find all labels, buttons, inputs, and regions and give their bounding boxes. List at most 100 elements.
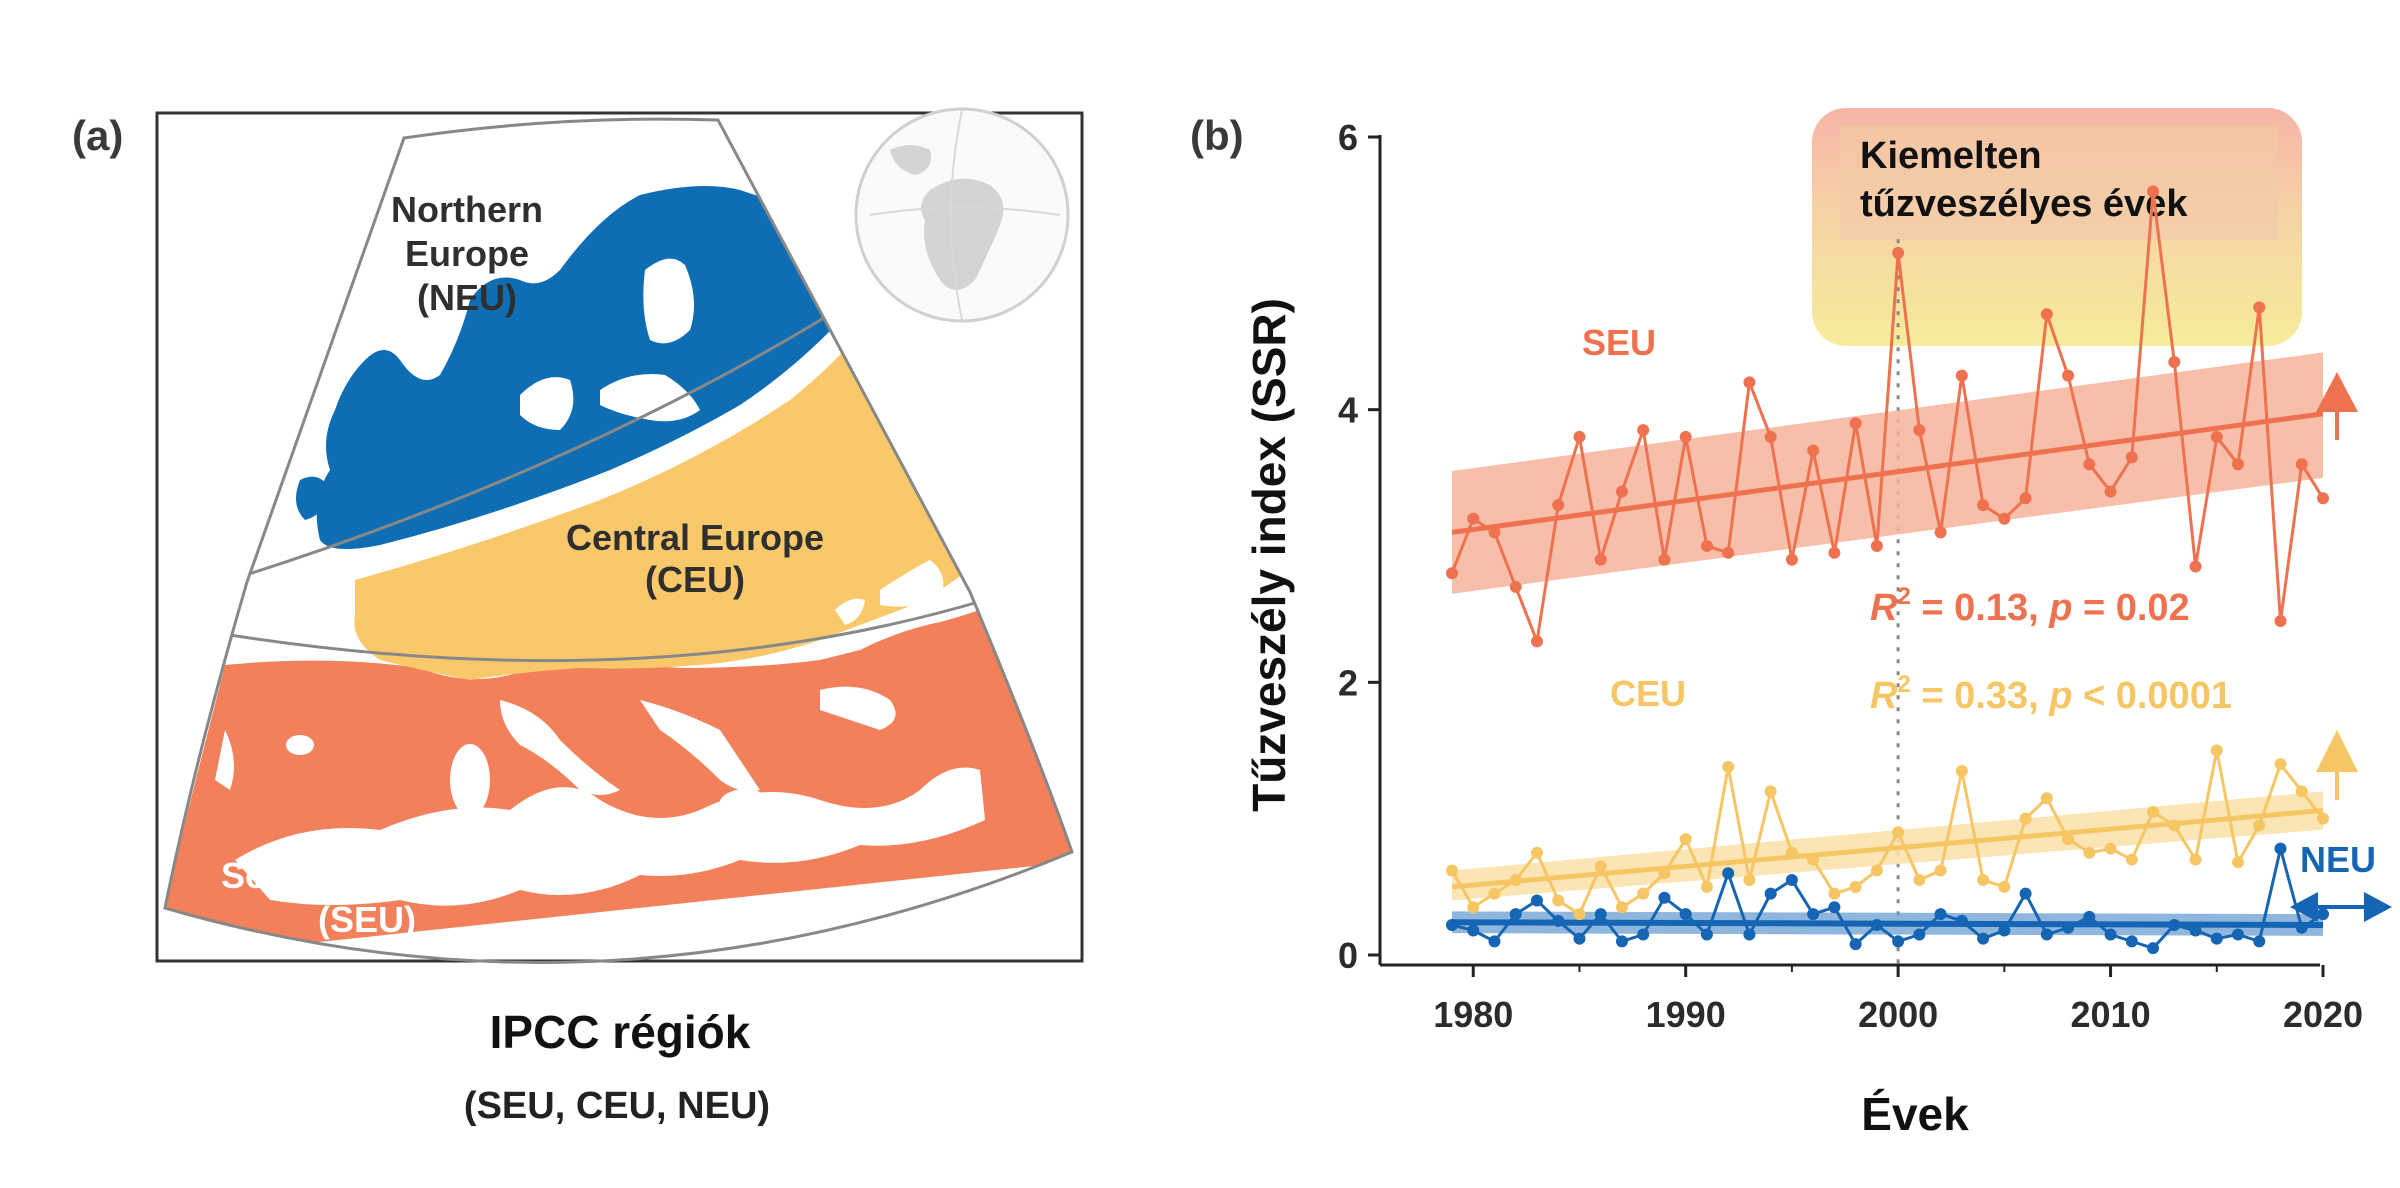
ceu-water [835, 560, 944, 625]
data-point-ceu [1892, 826, 1905, 839]
data-point-neu [1594, 908, 1607, 921]
highlight-label-background [1840, 126, 2278, 240]
data-point-neu [1977, 932, 1990, 945]
data-point-ceu [1467, 901, 1480, 914]
svg-text:Northern: Northern [391, 189, 543, 230]
data-point-seu [1934, 526, 1947, 539]
y-axis-title: Tűzveszély index (SSR) [1243, 298, 1295, 812]
trend-band-ceu [1452, 791, 2323, 901]
x-axis-title: Évek [1861, 1088, 1969, 1140]
data-point-neu [1488, 935, 1501, 948]
data-point-seu [1488, 526, 1501, 539]
data-point-seu [2317, 492, 2329, 505]
highlight-label-line2: tűzveszélyes évek [1860, 183, 2188, 225]
data-point-ceu [1913, 874, 1926, 887]
data-point-ceu [1573, 908, 1586, 921]
data-point-ceu [1446, 864, 1458, 877]
data-point-seu [2040, 308, 2053, 321]
baltic-sea [520, 258, 700, 430]
data-point-neu [1573, 932, 1586, 945]
x-tick-label: 2000 [1858, 994, 1938, 1035]
trend-line-seu [1451, 411, 2324, 535]
axis-ticks: 0 2 4 6 1980 1990 2000 2010 2020 [1338, 117, 2363, 1035]
x-tick-label: 2020 [2283, 994, 2363, 1035]
data-point-ceu [1828, 887, 1841, 900]
highlight-label-line1: Kiemelten [1860, 135, 2042, 177]
data-point-seu [1828, 546, 1841, 559]
data-point-ceu [2274, 758, 2287, 771]
data-point-ceu [1594, 860, 1607, 873]
data-point-seu [2019, 492, 2032, 505]
data-point-seu [1637, 424, 1650, 437]
data-point-neu [1785, 874, 1798, 887]
neu-ceu-boundary [229, 300, 851, 582]
data-point-ceu [1998, 880, 2011, 893]
data-point-neu [1552, 914, 1565, 927]
data-point-neu [1467, 924, 1480, 937]
data-point-ceu [1785, 846, 1798, 859]
data-point-neu [2168, 919, 2181, 932]
data-point-seu [1467, 512, 1480, 525]
data-point-neu [1722, 867, 1735, 880]
data-point-seu [2253, 301, 2266, 314]
data-point-ceu [1934, 864, 1947, 877]
data-point-ceu [2253, 819, 2266, 832]
data-point-neu [1637, 928, 1650, 941]
data-point-ceu [2189, 853, 2202, 866]
data-point-ceu [1509, 874, 1522, 887]
data-point-neu [1870, 919, 1883, 932]
data-point-ceu [1849, 880, 1862, 893]
data-point-neu [2040, 928, 2053, 941]
data-point-seu [1764, 430, 1777, 443]
data-point-ceu [1615, 901, 1628, 914]
data-point-seu [2125, 451, 2138, 464]
data-point-seu [1509, 580, 1522, 593]
data-point-ceu [1679, 833, 1692, 846]
data-point-neu [1828, 901, 1841, 914]
series-label-ceu: CEU [1610, 673, 1686, 714]
data-point-seu [2232, 458, 2245, 471]
data-point-seu [2168, 355, 2181, 368]
data-point-seu [1722, 546, 1735, 559]
data-point-seu [2062, 369, 2075, 382]
data-point-seu [2189, 560, 2202, 573]
trend-line-neu [1451, 919, 2324, 929]
x-tick-label: 1990 [1646, 994, 1726, 1035]
data-point-ceu [2317, 812, 2329, 825]
data-point-ceu [2083, 846, 2096, 859]
series-line-seu [1450, 190, 2325, 643]
data-point-neu [1679, 908, 1692, 921]
data-point-seu [1870, 540, 1883, 552]
data-point-seu [1573, 430, 1586, 443]
data-point-ceu [2040, 792, 2053, 805]
data-point-seu [2147, 185, 2160, 198]
data-point-neu [2295, 921, 2308, 934]
data-point-seu [2295, 458, 2308, 471]
data-point-ceu [1870, 864, 1883, 877]
seu-label: Southern Europe (SEU) [221, 855, 513, 940]
data-point-seu [1849, 417, 1862, 430]
data-point-seu [1955, 369, 1968, 382]
neu-double-arrow-icon [2290, 892, 2392, 922]
data-point-neu [1998, 924, 2011, 937]
data-point-ceu [1530, 846, 1543, 859]
panel-b: (b) Kiemelten tűzveszélyes évek 0 2 4 6 1980… [1190, 108, 2392, 1140]
data-point-ceu [1552, 894, 1565, 907]
x-tick-label: 1980 [1433, 994, 1513, 1035]
data-point-neu [2274, 842, 2287, 855]
data-point-seu [1913, 424, 1926, 437]
data-point-seu [1977, 499, 1990, 512]
panel-b-label: (b) [1190, 112, 1244, 159]
data-point-seu [1594, 553, 1607, 566]
map-wedge-outline [163, 117, 1074, 964]
neu-label: Northern Europe (NEU) [391, 189, 543, 318]
neu-region [316, 186, 851, 549]
svg-text:(SEU): (SEU) [318, 899, 416, 940]
data-point-ceu [1722, 760, 1735, 773]
data-point-neu [1743, 928, 1756, 941]
data-point-neu [2019, 887, 2032, 900]
data-point-seu [1446, 567, 1458, 580]
map-wedge [165, 186, 1072, 960]
data-point-neu [1892, 935, 1905, 948]
data-point-seu [1530, 635, 1543, 648]
